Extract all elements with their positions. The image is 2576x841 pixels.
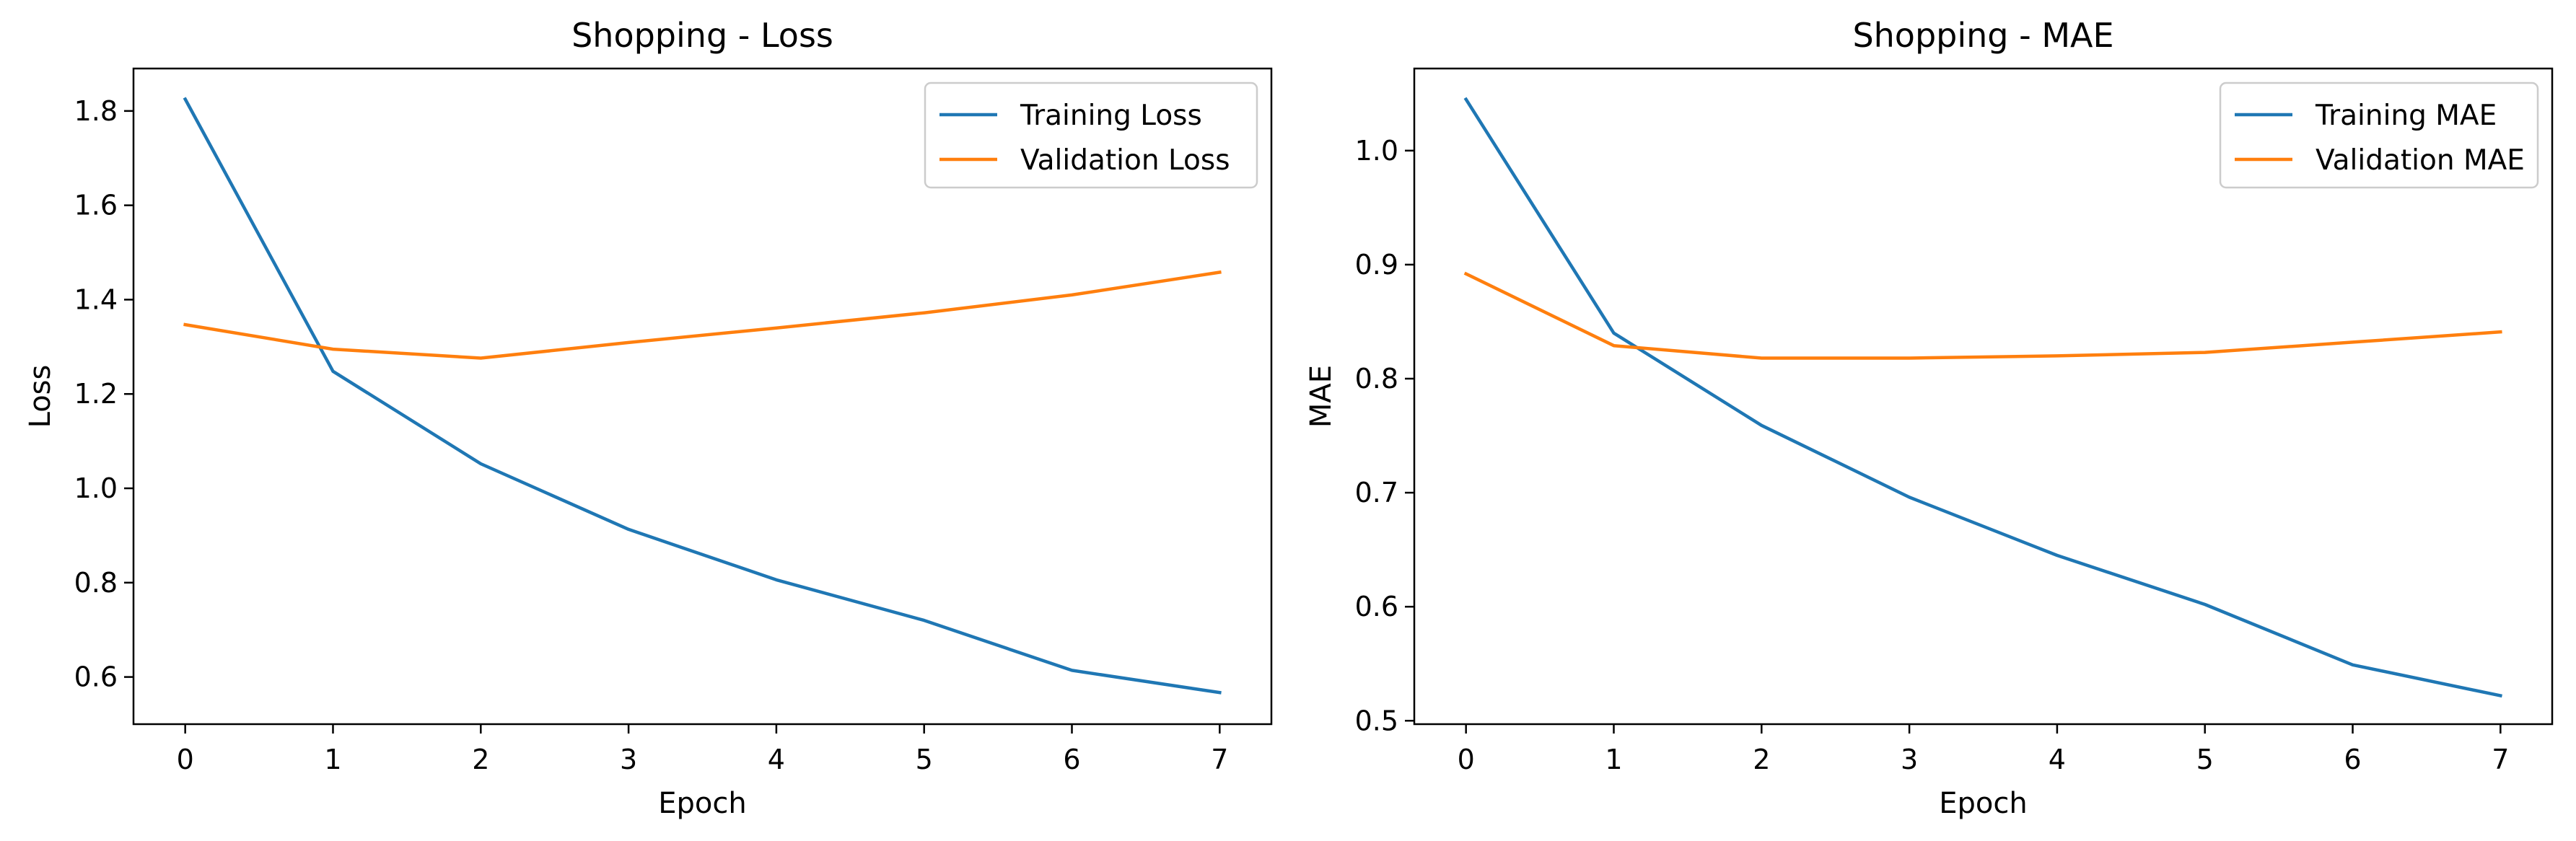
x-tick-label: 3 [620,744,637,775]
plot-frame [1413,67,2554,726]
y-tick-label: 0.6 [1355,591,1398,622]
x-tick-label: 6 [1063,744,1080,775]
x-tick-label: 4 [2049,744,2066,775]
y-tick-label: 0.5 [1355,705,1398,736]
legend-label-training: Training MAE [2315,100,2497,132]
y-tick-label: 1.0 [1355,135,1398,167]
loss-chart-panel: Shopping - Loss 0 1 2 3 4 5 6 7 0.6 0.8 1.0 1.2 1.4 1.… [24,16,1273,820]
x-tick-label: 5 [916,744,933,775]
x-tick-label: 1 [324,744,341,775]
y-tick-label: 0.7 [1355,477,1398,508]
x-axis-label: Epoch [1939,787,2027,820]
x-tick-label: 6 [2344,744,2361,775]
legend-label-training: Training Loss [1020,100,1202,132]
chart-title: Shopping - MAE [1852,16,2113,55]
y-tick-label: 1.4 [74,283,118,315]
y-axis-label: Loss [24,365,57,428]
legend-label-validation: Validation Loss [1020,144,1230,177]
y-tick-label: 0.9 [1355,249,1398,281]
x-tick-label: 0 [177,744,194,775]
y-tick-label: 1.2 [74,378,118,410]
x-tick-label: 4 [768,744,785,775]
x-tick-label: 7 [1211,744,1228,775]
y-tick-label: 0.8 [1355,363,1398,395]
chart-title: Shopping - Loss [571,16,833,55]
legend-box [924,82,1258,189]
y-tick-label: 0.8 [74,567,118,599]
y-tick-label: 1.8 [74,95,118,127]
series-line-training [183,97,1222,695]
x-tick-label: 2 [1753,744,1770,775]
series-line-validation [183,270,1222,360]
x-tick-label: 3 [1901,744,1918,775]
x-tick-label: 1 [1605,744,1622,775]
x-tick-label: 2 [472,744,489,775]
y-axis-label: MAE [1305,365,1338,428]
y-tick-label: 0.6 [74,661,118,693]
mae-chart-panel: Shopping - MAE 0 1 2 3 4 5 6 7 0.5 0.6 0.7 0.8 0.9 1.0… [1305,16,2554,820]
x-tick-label: 5 [2196,744,2214,775]
y-tick-label: 1.0 [74,472,118,504]
x-tick-label: 7 [2492,744,2509,775]
legend-label-validation: Validation MAE [2316,144,2525,177]
plot-frame [132,67,1273,726]
y-tick-label: 1.6 [74,190,118,221]
x-axis-label: Epoch [658,787,746,820]
series-line-validation [1463,271,2502,360]
series-line-training [1463,97,2502,698]
x-tick-label: 0 [1458,744,1475,775]
legend-box [2219,82,2539,189]
